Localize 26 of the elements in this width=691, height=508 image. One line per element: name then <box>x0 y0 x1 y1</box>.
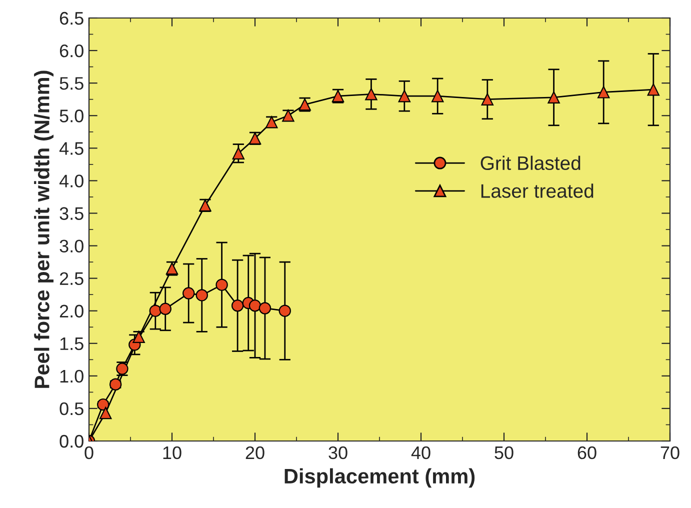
y-tick-label: 1.0 <box>60 370 84 383</box>
y-tick-label: 6.5 <box>60 12 84 25</box>
x-tick-label: 60 <box>578 446 596 460</box>
x-axis-title: Displacement (mm) <box>284 468 475 488</box>
y-tick-label: 4.0 <box>59 174 84 188</box>
y-tick-label: 4.5 <box>59 142 84 155</box>
y-tick-label: 2.5 <box>60 272 84 286</box>
y-tick-label: 3.0 <box>60 240 84 252</box>
y-tick-label: 3.5 <box>60 207 84 220</box>
y-tick-label: 0.5 <box>60 402 84 416</box>
legend-label: Laser treated <box>481 184 594 198</box>
x-tick-label: 70 <box>660 446 680 460</box>
y-tick-label: 2.0 <box>60 304 84 318</box>
x-tick-label: 20 <box>246 446 264 460</box>
x-tick-label: 10 <box>163 446 182 460</box>
x-tick-label: 0 <box>84 446 94 460</box>
x-tick-label: 50 <box>494 446 514 460</box>
y-tick-label: 5.5 <box>60 77 84 90</box>
legend-label: Grit Blasted <box>480 156 580 170</box>
x-tick-label: 30 <box>328 446 348 460</box>
x-tick-label: 40 <box>411 446 430 460</box>
y-tick-label: 5.0 <box>60 110 84 122</box>
y-tick-label: 1.5 <box>60 338 84 350</box>
y-tick-label: 0.0 <box>60 434 84 448</box>
y-axis-title: Peel force per unit width (N/mm) <box>34 70 54 388</box>
y-tick-label: 6.0 <box>60 44 84 58</box>
